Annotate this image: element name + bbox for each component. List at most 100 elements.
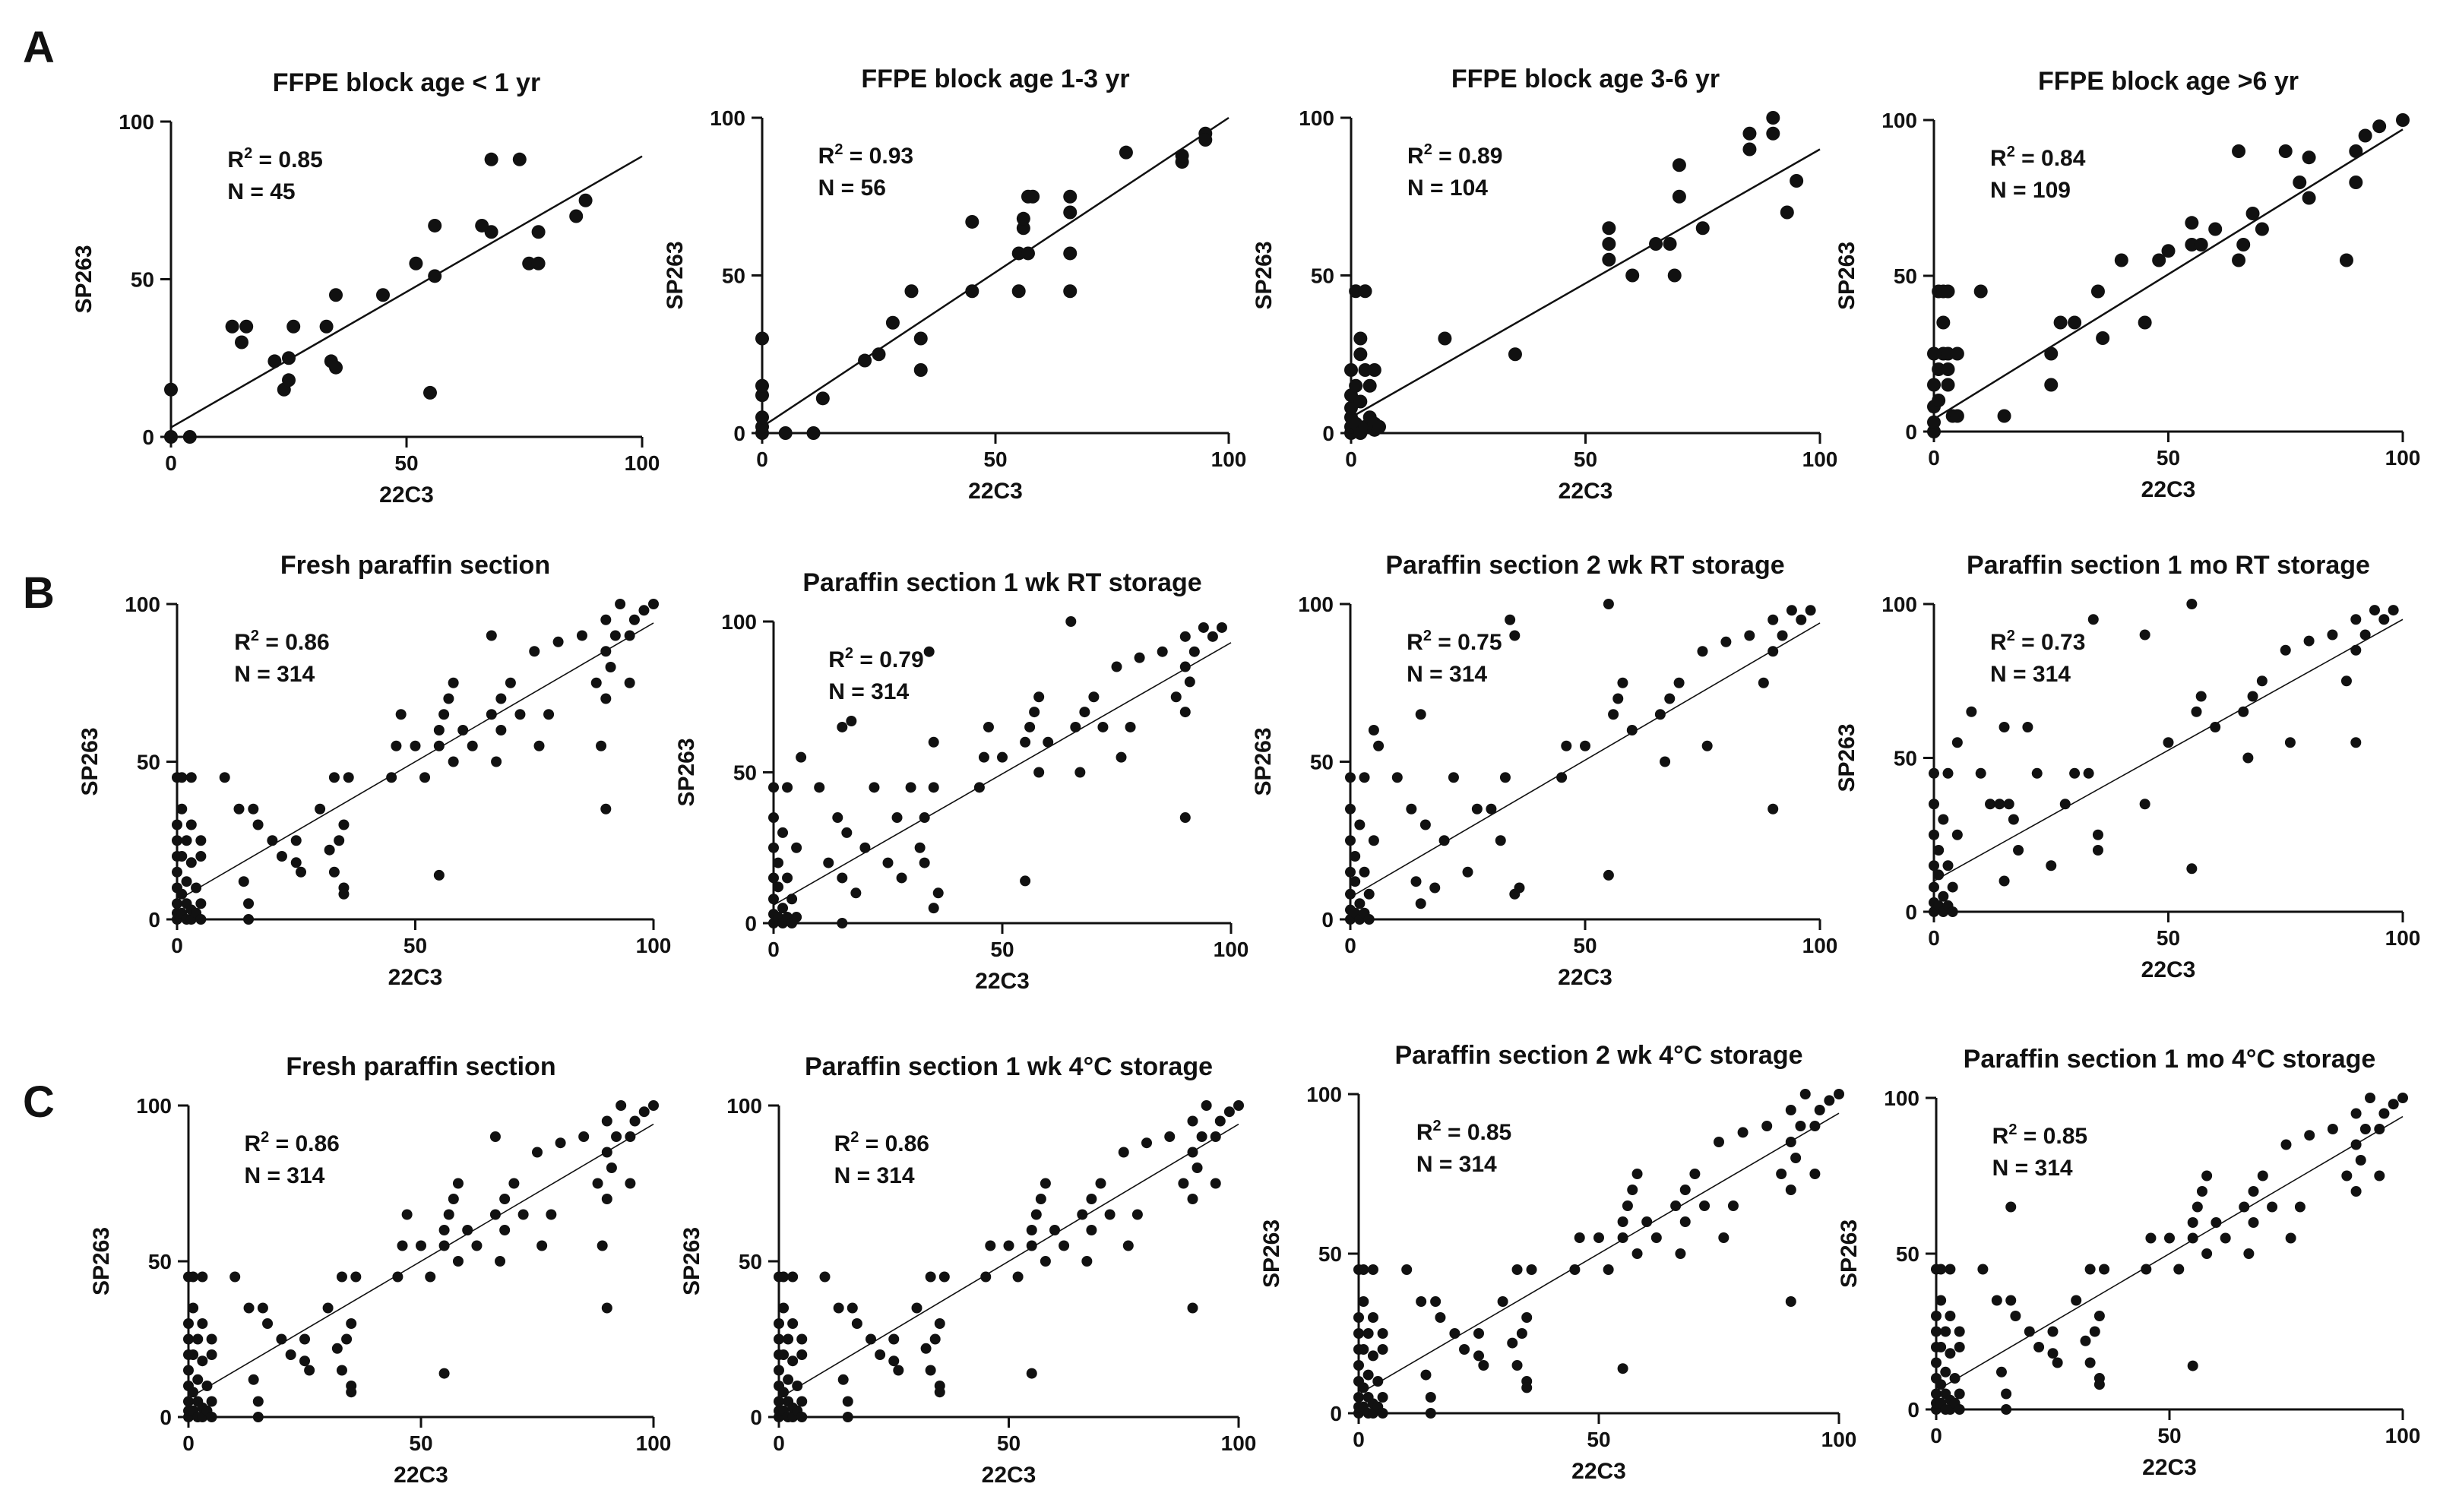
data-point	[1796, 614, 1807, 625]
data-point	[1026, 1225, 1037, 1235]
x-axis-label: 22C3	[1559, 479, 1613, 504]
r-squared-label: R2 = 0.86	[244, 1129, 339, 1156]
data-point	[2302, 191, 2316, 205]
data-point	[1966, 706, 1977, 717]
data-point	[1799, 1089, 1811, 1099]
r-squared-value: 0.86	[285, 630, 329, 655]
data-point	[489, 1209, 501, 1220]
y-axis-label: SP263	[89, 1227, 114, 1295]
y-tick-label: 100	[1299, 106, 1334, 130]
data-point	[850, 887, 862, 899]
data-point	[777, 827, 789, 838]
data-point	[1063, 205, 1078, 220]
data-point	[783, 1374, 794, 1385]
data-point	[1777, 630, 1788, 641]
scatter-panel: FFPE block age 3-6 yr 0 50 100 0 50 100 22C3 SP2…	[1252, 65, 1837, 504]
data-point	[2194, 238, 2208, 251]
data-point	[1003, 1240, 1014, 1251]
data-point	[391, 740, 402, 751]
data-point	[1951, 737, 1963, 748]
data-point	[638, 1106, 650, 1118]
y-tick-label: 50	[148, 1250, 172, 1273]
n-count-label: N = 314	[828, 679, 909, 704]
data-point	[1977, 1264, 1989, 1275]
data-point	[346, 1318, 357, 1329]
data-point	[267, 835, 278, 846]
data-point	[233, 803, 245, 815]
data-point	[499, 1225, 511, 1235]
panel-title: FFPE block age 1-3 yr	[861, 65, 1129, 93]
data-point	[928, 782, 939, 793]
y-tick-label: 50	[1894, 264, 1917, 288]
data-point	[932, 887, 944, 899]
data-point	[778, 1349, 790, 1360]
data-point	[985, 1240, 996, 1251]
data-point	[1419, 819, 1431, 830]
data-point	[2069, 767, 2081, 779]
data-point	[2001, 1388, 2012, 1400]
data-point	[448, 677, 459, 688]
data-point	[2284, 737, 2296, 748]
data-point	[1372, 1376, 1384, 1387]
data-point	[276, 1333, 287, 1345]
data-point	[248, 1374, 259, 1385]
r-squared-value: 0.75	[1457, 630, 1502, 655]
data-point	[1776, 1169, 1787, 1179]
data-point	[778, 426, 793, 440]
data-point	[1349, 378, 1363, 393]
data-point	[1111, 661, 1122, 672]
data-point	[1373, 740, 1385, 751]
data-point	[512, 152, 527, 166]
r-squared-exponent: 2	[845, 645, 853, 662]
data-point	[1196, 1131, 1207, 1142]
data-point	[343, 772, 354, 783]
data-point	[1359, 866, 1370, 878]
n-count-label: N = 314	[1407, 662, 1487, 687]
data-point	[2003, 799, 2014, 810]
data-point	[195, 835, 207, 846]
scatter-panel: Paraffin section 2 wk 4°C storage 0 50 100 0…	[1259, 1041, 1856, 1484]
data-point	[2220, 1232, 2231, 1244]
data-point	[1933, 869, 1945, 881]
data-point	[1938, 814, 1949, 825]
data-point	[484, 225, 498, 239]
data-point	[176, 803, 188, 815]
y-axis-label: SP263	[1837, 1219, 1862, 1288]
x-tick-label: 100	[1821, 1428, 1857, 1451]
data-point	[1026, 1368, 1037, 1379]
x-tick-label: 100	[2385, 926, 2421, 950]
data-point	[796, 1396, 808, 1407]
data-point	[1809, 1121, 1821, 1131]
data-point	[2340, 675, 2352, 687]
data-point	[346, 1387, 357, 1398]
x-tick-label: 50	[1574, 448, 1597, 471]
y-tick-label: 50	[1311, 264, 1334, 288]
data-point	[1170, 691, 1182, 703]
x-axis-label: 22C3	[2141, 957, 2196, 982]
data-point	[336, 1365, 347, 1376]
data-point	[1435, 1312, 1446, 1323]
r-squared-exponent: 2	[2008, 1121, 2017, 1138]
data-point	[229, 1271, 241, 1283]
data-point	[1074, 767, 1086, 778]
data-point	[823, 857, 834, 868]
data-point	[336, 1271, 347, 1283]
data-point	[1950, 409, 1964, 423]
data-point	[1359, 772, 1370, 783]
data-point	[2350, 1186, 2362, 1197]
n-count-label: N = 56	[818, 176, 886, 201]
x-tick-label: 100	[625, 451, 660, 475]
y-tick-label: 50	[739, 1250, 762, 1273]
data-point	[2350, 737, 2362, 748]
data-point	[188, 1302, 199, 1314]
data-point	[1079, 707, 1090, 718]
data-point	[1933, 845, 1945, 856]
data-point	[1505, 614, 1516, 625]
data-point	[1429, 882, 1441, 894]
data-point	[1119, 145, 1133, 160]
data-point	[219, 772, 230, 783]
r-squared-symbol: R	[818, 144, 835, 169]
data-point	[2285, 1232, 2296, 1244]
data-point	[443, 693, 454, 704]
data-point	[1358, 1264, 1369, 1275]
